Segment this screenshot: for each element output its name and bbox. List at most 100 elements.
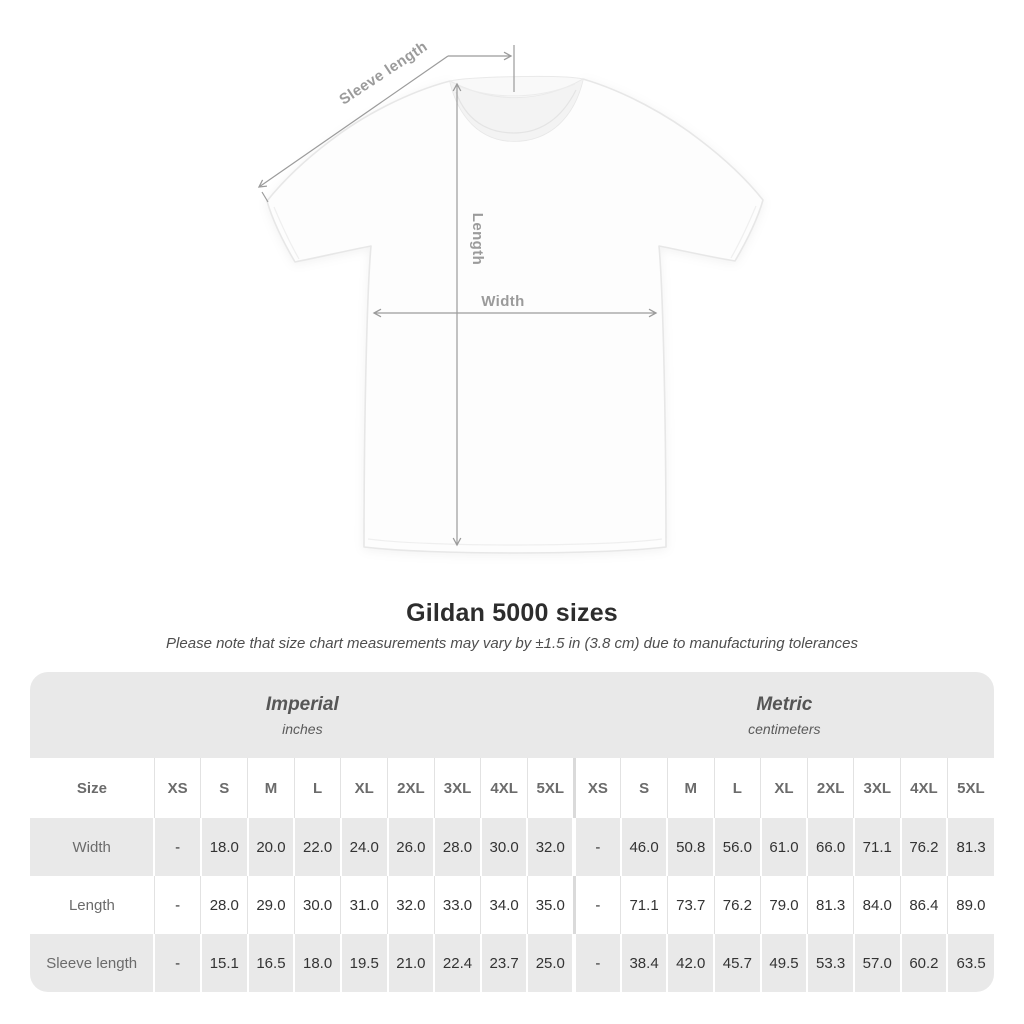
value-cell: 25.0 — [526, 934, 575, 992]
value-cell: 18.0 — [293, 934, 341, 992]
value-cell: 86.4 — [900, 876, 948, 934]
value-cell: 79.0 — [760, 876, 808, 934]
size-header-cell: 5XL — [526, 758, 575, 818]
value-cell: 84.0 — [853, 876, 901, 934]
units-band: Imperial inches Metric centimeters — [30, 672, 994, 758]
value-cell: 18.0 — [199, 818, 248, 876]
value-cell: 32.0 — [387, 876, 435, 934]
size-column-header: Size — [76, 779, 107, 797]
size-header-cell: 2XL — [387, 758, 435, 818]
table-row: Length -28.0 29.0 30.0 31.0 32.0 33.0 34.0 35.0-… — [30, 876, 994, 934]
value-cell: - — [572, 934, 621, 992]
value-cell: 20.0 — [246, 818, 295, 876]
table-row: Width -18.0 20.0 22.0 24.0 26.0 28.0 30.0 32.0-4… — [30, 818, 994, 876]
value-cell: 45.7 — [713, 934, 761, 992]
value-cell: 15.1 — [199, 934, 248, 992]
length-label: Length — [469, 213, 486, 265]
size-header-cell: L — [293, 758, 341, 818]
size-header-cell: 2XL — [806, 758, 854, 818]
size-table-grid: Size XS S M L XL 2XL 3XL 4XL 5XL XS S M L XL 2XL 3XL 4XL 5… — [30, 758, 994, 992]
value-cell: 35.0 — [526, 876, 575, 934]
value-cell: 21.0 — [386, 934, 435, 992]
row-label: Width — [72, 838, 111, 856]
row-label: Sleeve length — [46, 954, 138, 972]
size-header-cell: XL — [340, 758, 388, 818]
value-cell: 23.7 — [479, 934, 528, 992]
value-cell: 63.5 — [946, 934, 994, 992]
value-cell: 22.0 — [293, 818, 341, 876]
value-cell: 34.0 — [480, 876, 528, 934]
value-cell: - — [153, 876, 201, 934]
value-cell: - — [153, 934, 201, 992]
tshirt-seams — [273, 205, 757, 546]
tshirt-body — [266, 78, 764, 554]
value-cell: 19.5 — [339, 934, 388, 992]
tshirt-diagram: Sleeve length Length Width — [257, 38, 764, 554]
value-cell: 81.3 — [946, 818, 994, 876]
imperial-label: Imperial — [265, 693, 339, 715]
size-header-cell: XS — [572, 758, 621, 818]
value-cell: 30.0 — [479, 818, 528, 876]
value-cell: 50.8 — [666, 818, 715, 876]
imperial-section: Imperial inches — [30, 694, 575, 737]
value-cell: 28.0 — [433, 818, 481, 876]
row-label: Length — [68, 896, 115, 914]
metric-label: Metric — [756, 693, 813, 715]
value-cell: 33.0 — [433, 876, 481, 934]
title-block: Gildan 5000 sizes Please note that size … — [0, 598, 1024, 653]
value-cell: - — [572, 818, 621, 876]
size-header-cell: M — [666, 758, 715, 818]
value-cell: 76.2 — [713, 876, 761, 934]
value-cell: 66.0 — [806, 818, 854, 876]
value-cell: - — [153, 818, 201, 876]
dimension-lines — [257, 45, 658, 547]
size-table: Imperial inches Metric centimeters Size X… — [30, 672, 994, 992]
size-header-cell: XL — [760, 758, 808, 818]
value-cell: 61.0 — [759, 818, 808, 876]
size-header-cell: 4XL — [480, 758, 528, 818]
size-header-row: Size XS S M L XL 2XL 3XL 4XL 5XL XS S M L XL 2XL 3XL 4XL 5… — [30, 758, 994, 818]
value-cell: 71.1 — [620, 876, 668, 934]
width-label: Width — [481, 293, 525, 310]
value-cell: 46.0 — [619, 818, 668, 876]
value-cell: 89.0 — [946, 876, 994, 934]
size-header-cell: 4XL — [900, 758, 948, 818]
size-header-cell: S — [200, 758, 248, 818]
value-cell: 30.0 — [293, 876, 341, 934]
value-cell: - — [572, 876, 621, 934]
value-cell: 73.7 — [666, 876, 715, 934]
value-cell: 56.0 — [713, 818, 761, 876]
value-cell: 16.5 — [246, 934, 295, 992]
sleeve-length-extension-line — [261, 191, 269, 203]
tolerance-note: Please note that size chart measurements… — [166, 635, 858, 652]
value-cell: 26.0 — [386, 818, 435, 876]
size-header-cell: L — [713, 758, 761, 818]
value-cell: 81.3 — [806, 876, 854, 934]
sleeve-length-dimension-line — [257, 55, 449, 188]
imperial-unit: inches — [282, 720, 323, 737]
size-header-cell: 3XL — [433, 758, 481, 818]
metric-section: Metric centimeters — [575, 694, 994, 737]
value-cell: 57.0 — [852, 934, 901, 992]
value-cell: 76.2 — [899, 818, 948, 876]
value-cell: 24.0 — [339, 818, 388, 876]
size-header-cell: 5XL — [946, 758, 994, 818]
value-cell: 53.3 — [806, 934, 854, 992]
value-cell: 49.5 — [759, 934, 808, 992]
size-header-cell: S — [620, 758, 668, 818]
page-title: Gildan 5000 sizes — [406, 599, 618, 627]
table-row: Sleeve length -15.1 16.5 18.0 19.5 21.0 22.4 23… — [30, 934, 994, 992]
value-cell: 71.1 — [852, 818, 901, 876]
tshirt-illustration: Sleeve length Length Width — [257, 38, 764, 554]
value-cell: 28.0 — [200, 876, 248, 934]
tshirt-collar — [448, 75, 585, 141]
value-cell: 60.2 — [899, 934, 948, 992]
value-cell: 32.0 — [526, 818, 575, 876]
value-cell: 38.4 — [619, 934, 668, 992]
value-cell: 42.0 — [666, 934, 715, 992]
value-cell: 31.0 — [340, 876, 388, 934]
value-cell: 22.4 — [433, 934, 481, 992]
size-header-cell: M — [247, 758, 295, 818]
value-cell: 29.0 — [247, 876, 295, 934]
